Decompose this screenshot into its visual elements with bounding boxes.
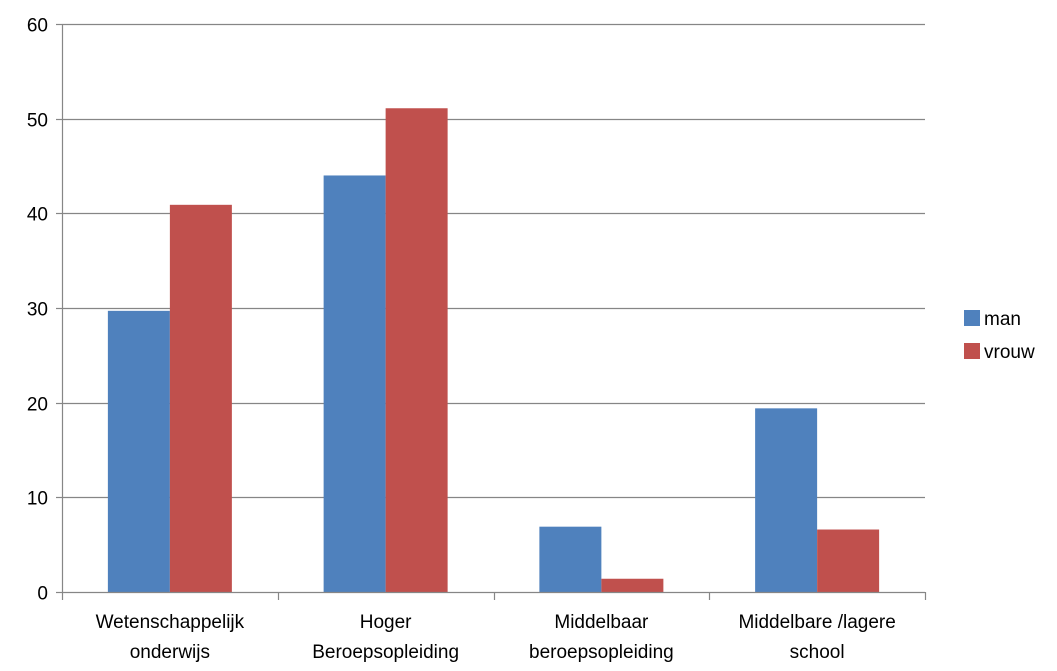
- legend-swatch-vrouw: [964, 343, 980, 359]
- bar-man: [539, 526, 602, 592]
- x-category-label-line: onderwijs: [130, 642, 210, 663]
- legend-label-man: man: [984, 309, 1021, 330]
- x-category-label: Wetenschappelijk onderwijs: [96, 612, 245, 663]
- bar-vrouw: [601, 578, 664, 592]
- bar-vrouw: [385, 108, 448, 593]
- bar-man: [755, 408, 818, 592]
- bar-man: [107, 310, 170, 592]
- legend-swatch-man: [964, 310, 980, 326]
- x-category-label-line: Middelbaar: [554, 612, 649, 633]
- x-category-labels: Wetenschappelijk onderwijs Hoger Beroepsopl…: [96, 612, 896, 663]
- y-tick-label: 0: [37, 584, 48, 605]
- bar-vrouw: [169, 204, 232, 592]
- x-category-label-line: beroepsopleiding: [529, 642, 674, 663]
- y-tick-label: 40: [27, 205, 48, 226]
- x-category-label: Hoger Beroepsopleiding: [312, 612, 459, 663]
- x-category-label-line: Middelbare /lagere: [738, 612, 895, 633]
- x-category-label: Middelbare /lagere school: [738, 612, 895, 663]
- x-category-label-line: Hoger: [360, 612, 412, 633]
- bar-vrouw: [817, 529, 880, 592]
- x-category-label: Middelbaar beroepsopleiding: [529, 612, 674, 663]
- legend-label-vrouw: vrouw: [984, 342, 1035, 363]
- y-tick-label: 50: [27, 111, 48, 132]
- x-category-label-line: Beroepsopleiding: [312, 642, 459, 663]
- y-tick-label: 30: [27, 300, 48, 321]
- y-tick-label: 10: [27, 489, 48, 510]
- legend: man vrouw: [964, 309, 1035, 363]
- x-category-label-line: Wetenschappelijk: [96, 612, 245, 633]
- axes: [56, 23, 927, 600]
- y-tick-labels: 0 10 20 30 40 50 60: [27, 16, 48, 605]
- x-category-label-line: school: [790, 642, 845, 663]
- bars: [107, 108, 880, 593]
- y-tick-label: 20: [27, 395, 48, 416]
- y-tick-label: 60: [27, 16, 48, 37]
- bar-man: [323, 175, 386, 592]
